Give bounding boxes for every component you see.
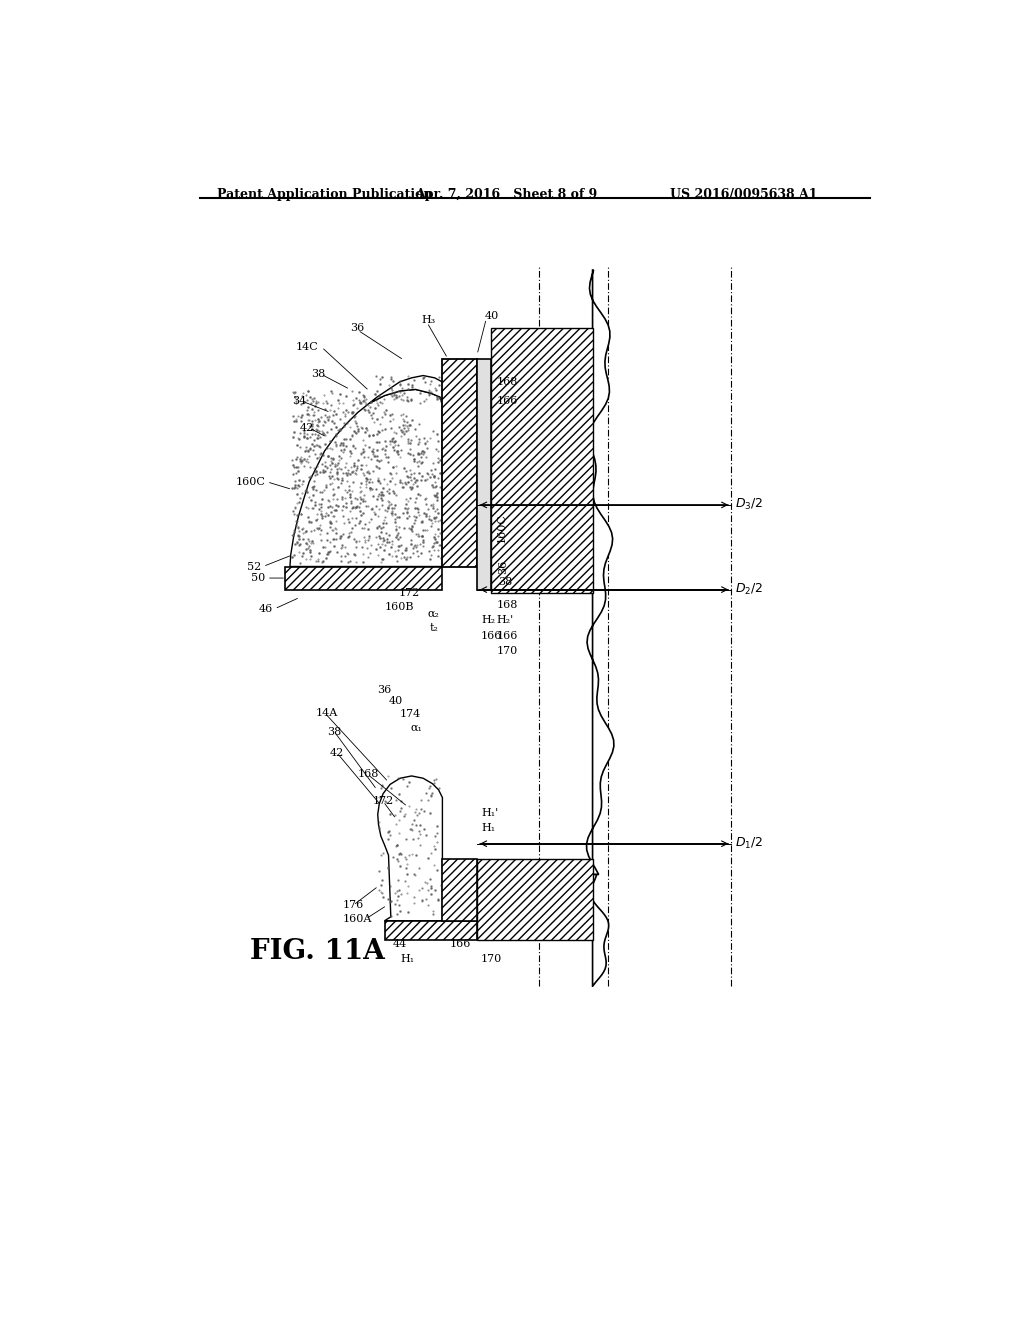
Text: 40: 40: [484, 312, 499, 321]
Text: H₃: H₃: [454, 527, 468, 537]
Text: 168: 168: [497, 601, 518, 610]
Polygon shape: [378, 776, 442, 921]
Text: 36: 36: [377, 685, 391, 694]
Text: 14C: 14C: [296, 342, 318, 352]
Text: 36: 36: [499, 560, 509, 574]
Polygon shape: [477, 859, 593, 940]
Text: 166: 166: [497, 631, 518, 640]
Text: 166: 166: [451, 939, 471, 949]
Text: α₂: α₂: [427, 610, 439, 619]
Text: 176: 176: [342, 900, 364, 911]
Text: Patent Application Publication: Patent Application Publication: [217, 187, 432, 201]
Text: 166: 166: [497, 396, 518, 407]
Text: 46: 46: [259, 603, 273, 614]
Text: $D_3/2$: $D_3/2$: [735, 498, 763, 512]
Text: $D_2/2$: $D_2/2$: [735, 582, 763, 597]
Text: 52: 52: [247, 561, 261, 572]
Text: H₁: H₁: [481, 824, 495, 833]
Text: US 2016/0095638 A1: US 2016/0095638 A1: [670, 187, 817, 201]
Polygon shape: [442, 859, 477, 921]
Text: 44: 44: [393, 939, 408, 949]
Text: 38: 38: [327, 727, 341, 737]
Text: 174: 174: [400, 709, 421, 719]
Text: 168: 168: [357, 770, 379, 779]
Text: H₁': H₁': [481, 808, 498, 818]
Text: H₂': H₂': [497, 615, 514, 626]
Text: 170: 170: [481, 954, 502, 964]
Text: H₃': H₃': [454, 511, 471, 521]
Text: t₂: t₂: [429, 623, 438, 634]
Text: 160C: 160C: [236, 477, 265, 487]
Text: 160A: 160A: [342, 915, 372, 924]
Text: 14A: 14A: [315, 708, 338, 718]
Text: $D_1/2$: $D_1/2$: [735, 836, 763, 851]
Text: H₃: H₃: [422, 315, 436, 325]
Text: 170: 170: [497, 647, 517, 656]
Text: 34: 34: [292, 396, 306, 407]
Polygon shape: [370, 376, 457, 451]
Text: 172: 172: [373, 796, 394, 807]
Polygon shape: [290, 389, 449, 566]
Polygon shape: [490, 327, 593, 594]
Text: H₁: H₁: [400, 954, 415, 964]
Text: H₂: H₂: [481, 615, 495, 626]
Text: α₁: α₁: [410, 723, 422, 733]
Text: 42: 42: [330, 748, 343, 758]
Text: 42: 42: [300, 422, 314, 433]
Polygon shape: [285, 566, 442, 590]
Polygon shape: [587, 271, 613, 875]
Polygon shape: [477, 359, 490, 590]
Text: 160B: 160B: [385, 602, 414, 611]
Text: 160C: 160C: [497, 513, 506, 543]
Text: 166: 166: [481, 631, 503, 640]
Text: 36: 36: [350, 323, 365, 333]
Text: 168: 168: [497, 376, 518, 387]
Text: 38: 38: [499, 577, 513, 587]
Text: Apr. 7, 2016   Sheet 8 of 9: Apr. 7, 2016 Sheet 8 of 9: [416, 187, 598, 201]
Text: 50: 50: [251, 573, 265, 583]
Polygon shape: [385, 921, 477, 940]
Text: 172: 172: [398, 589, 420, 598]
Polygon shape: [591, 875, 608, 986]
Text: 38: 38: [311, 370, 326, 379]
Text: FIG. 11A: FIG. 11A: [250, 939, 385, 965]
Text: 40: 40: [388, 696, 402, 706]
Polygon shape: [442, 359, 477, 566]
Text: α₃: α₃: [453, 492, 465, 502]
